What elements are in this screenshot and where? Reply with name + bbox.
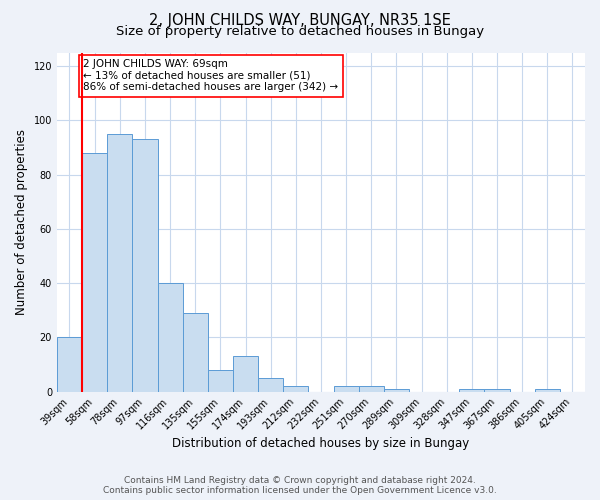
Bar bbox=[107, 134, 133, 392]
Bar bbox=[208, 370, 233, 392]
Bar bbox=[283, 386, 308, 392]
Text: 2 JOHN CHILDS WAY: 69sqm
← 13% of detached houses are smaller (51)
86% of semi-d: 2 JOHN CHILDS WAY: 69sqm ← 13% of detach… bbox=[83, 60, 338, 92]
Bar bbox=[182, 313, 208, 392]
Text: Contains HM Land Registry data © Crown copyright and database right 2024.
Contai: Contains HM Land Registry data © Crown c… bbox=[103, 476, 497, 495]
Text: Size of property relative to detached houses in Bungay: Size of property relative to detached ho… bbox=[116, 25, 484, 38]
Bar bbox=[484, 389, 509, 392]
Bar bbox=[133, 140, 158, 392]
Text: 2, JOHN CHILDS WAY, BUNGAY, NR35 1SE: 2, JOHN CHILDS WAY, BUNGAY, NR35 1SE bbox=[149, 12, 451, 28]
Bar bbox=[459, 389, 484, 392]
Y-axis label: Number of detached properties: Number of detached properties bbox=[15, 129, 28, 315]
Bar bbox=[258, 378, 283, 392]
X-axis label: Distribution of detached houses by size in Bungay: Distribution of detached houses by size … bbox=[172, 437, 470, 450]
Bar bbox=[233, 356, 258, 392]
Bar bbox=[535, 389, 560, 392]
Bar bbox=[158, 283, 182, 392]
Bar bbox=[384, 389, 409, 392]
Bar bbox=[82, 153, 107, 392]
Bar bbox=[334, 386, 359, 392]
Bar bbox=[359, 386, 384, 392]
Bar bbox=[57, 338, 82, 392]
